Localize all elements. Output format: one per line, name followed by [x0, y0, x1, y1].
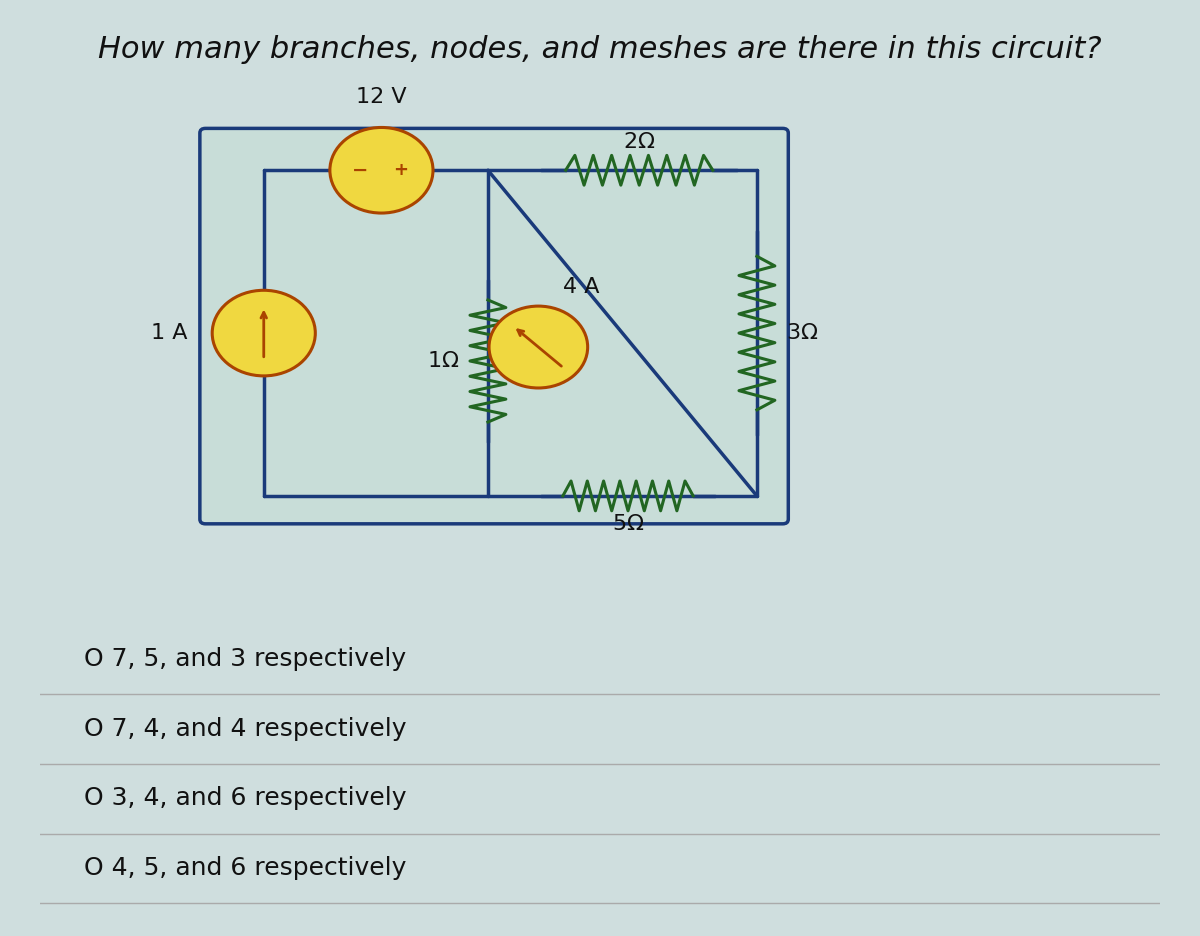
Circle shape [212, 290, 316, 376]
Text: O 3, 4, and 6 respectively: O 3, 4, and 6 respectively [84, 786, 407, 811]
Text: +: + [394, 161, 408, 180]
Text: 12 V: 12 V [356, 87, 407, 107]
Text: 4 A: 4 A [563, 277, 600, 297]
FancyBboxPatch shape [200, 128, 788, 524]
Text: 1$\Omega$: 1$\Omega$ [427, 351, 460, 371]
Text: 5$\Omega$: 5$\Omega$ [612, 514, 644, 534]
Text: O 7, 4, and 4 respectively: O 7, 4, and 4 respectively [84, 717, 407, 740]
Text: 2$\Omega$: 2$\Omega$ [623, 132, 655, 153]
Text: O 7, 5, and 3 respectively: O 7, 5, and 3 respectively [84, 647, 407, 671]
Text: How many branches, nodes, and meshes are there in this circuit?: How many branches, nodes, and meshes are… [98, 36, 1102, 65]
Text: 3$\Omega$: 3$\Omega$ [786, 323, 818, 344]
Text: O 4, 5, and 6 respectively: O 4, 5, and 6 respectively [84, 856, 407, 880]
Text: −: − [352, 161, 368, 180]
Circle shape [330, 127, 433, 213]
Circle shape [490, 306, 588, 388]
Text: 1 A: 1 A [151, 323, 187, 344]
